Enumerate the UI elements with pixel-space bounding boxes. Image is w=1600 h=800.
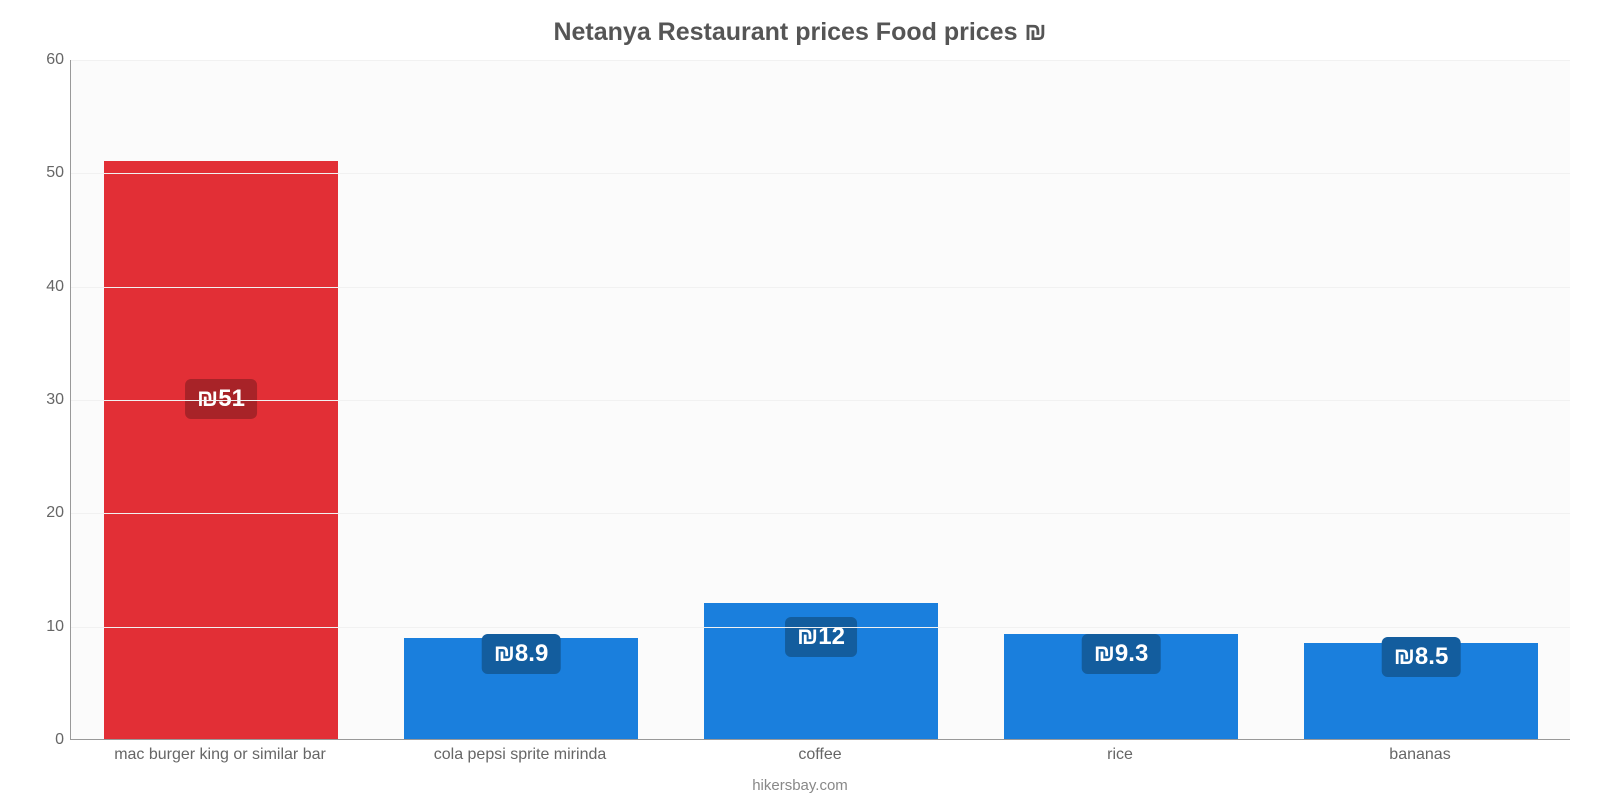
chart-title: Netanya Restaurant prices Food prices ₪ <box>0 0 1600 47</box>
x-tick-label: coffee <box>798 746 841 764</box>
value-badge: ₪9.3 <box>1082 634 1161 674</box>
y-tick-label: 40 <box>14 278 64 296</box>
x-tick-label: rice <box>1107 746 1133 764</box>
grid-line <box>71 627 1570 628</box>
value-badge: ₪8.5 <box>1382 637 1461 677</box>
x-tick-label: mac burger king or similar bar <box>114 746 326 764</box>
value-badge: ₪12 <box>785 617 857 657</box>
x-tick-label: bananas <box>1389 746 1450 764</box>
y-tick-label: 20 <box>14 504 64 522</box>
y-tick-label: 10 <box>14 618 64 636</box>
grid-line <box>71 287 1570 288</box>
chart-container: Netanya Restaurant prices Food prices ₪ … <box>0 0 1600 800</box>
value-badge: ₪51 <box>185 379 257 419</box>
y-tick-label: 30 <box>14 391 64 409</box>
bar <box>104 161 338 739</box>
y-tick-label: 50 <box>14 164 64 182</box>
value-badge: ₪8.9 <box>482 634 561 674</box>
y-tick-label: 0 <box>14 731 64 749</box>
grid-line <box>71 173 1570 174</box>
grid-line <box>71 400 1570 401</box>
grid-line <box>71 60 1570 61</box>
y-tick-label: 60 <box>14 51 64 69</box>
plot-area: ₪51 ₪8.9 ₪12 ₪9.3 ₪8.5 <box>70 60 1570 740</box>
x-tick-label: cola pepsi sprite mirinda <box>434 746 607 764</box>
attribution-text: hikersbay.com <box>752 777 848 794</box>
grid-line <box>71 513 1570 514</box>
